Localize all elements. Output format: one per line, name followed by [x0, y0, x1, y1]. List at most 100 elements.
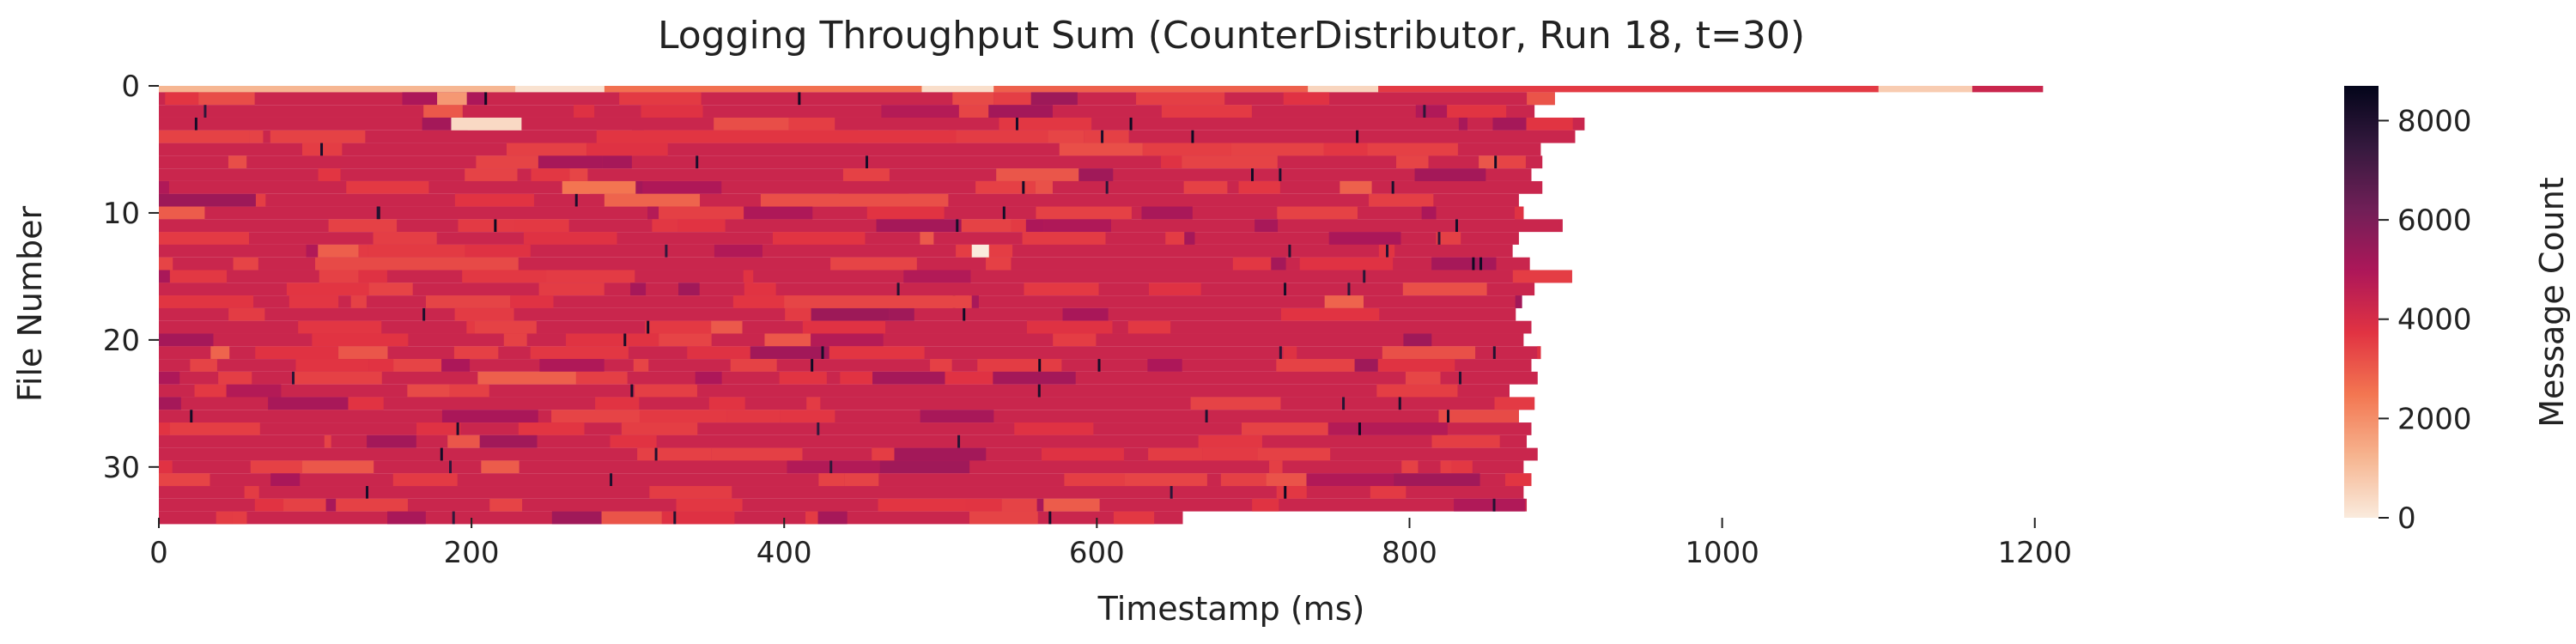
heatmap-cell [423, 105, 463, 118]
x-tick-label: 800 [1382, 536, 1437, 570]
heatmap-cell [1398, 397, 1401, 410]
heatmap-cell [289, 295, 339, 308]
heatmap-cell [514, 219, 569, 233]
heatmap-cell [1472, 257, 1475, 270]
heatmap-cell [1064, 473, 1125, 487]
y-axis-title: File Number [11, 205, 49, 402]
heatmap-cell [298, 320, 382, 334]
heatmap-cell [779, 371, 827, 385]
heatmap-cell [787, 460, 880, 474]
heatmap-cell [1391, 180, 1394, 194]
heatmap-cell [969, 295, 979, 308]
heatmap-cell [465, 244, 531, 258]
heatmap-cell [169, 270, 228, 283]
heatmap-cell [750, 346, 829, 360]
heatmap-row [159, 498, 1528, 512]
heatmap-cell [566, 333, 659, 347]
heatmap-cell [466, 320, 475, 334]
heatmap-cell [785, 307, 811, 321]
heatmap-cell [295, 371, 382, 385]
y-tick-label: 10 [103, 197, 140, 231]
heatmap-cell [711, 447, 803, 461]
heatmap-cell [805, 511, 818, 525]
heatmap-cell [811, 359, 814, 372]
heatmap-cell [159, 410, 1519, 423]
heatmap-cell [652, 219, 678, 233]
heatmap-cell [999, 117, 1092, 131]
heatmap-cell [336, 498, 408, 512]
x-tick-label: 1000 [1685, 536, 1759, 570]
heatmap-cell [645, 320, 712, 334]
heatmap-cell [958, 105, 989, 118]
heatmap-cell [1527, 92, 1555, 106]
heatmap-cell [1382, 346, 1476, 360]
heatmap-cell [574, 105, 595, 118]
heatmap-cell [633, 359, 649, 372]
x-tick-label: 0 [149, 536, 168, 570]
heatmap-cell [1127, 320, 1171, 334]
heatmap-cell [1498, 155, 1526, 169]
heatmap-cell [1367, 143, 1458, 156]
heatmap-cell [872, 371, 945, 385]
heatmap-row [159, 117, 1585, 131]
heatmap-cell [518, 422, 585, 435]
y-tick-label: 30 [103, 451, 140, 485]
heatmap-cell [811, 333, 884, 347]
heatmap-row [159, 86, 2044, 93]
heatmap-cell [539, 359, 605, 372]
heatmap-cell [635, 384, 697, 398]
heatmap-cell [531, 168, 570, 181]
heatmap-cell [760, 193, 949, 207]
heatmap-cell [159, 359, 1532, 372]
heatmap-row [159, 155, 1543, 169]
heatmap-cell [993, 92, 1031, 106]
heatmap-cell [1394, 473, 1480, 487]
heatmap-cell [1277, 206, 1358, 220]
heatmap-cell [1479, 257, 1483, 270]
heatmap-cell [1401, 460, 1419, 474]
heatmap-cell [1048, 130, 1084, 143]
heatmap-row [159, 346, 1541, 360]
heatmap-cell [325, 498, 337, 512]
heatmap-cell [1043, 498, 1100, 512]
heatmap-cell [714, 117, 789, 131]
heatmap-cell [621, 422, 698, 435]
heatmap-cell [1492, 117, 1527, 131]
heatmap-cell [1284, 486, 1287, 499]
heatmap-cell [963, 307, 966, 321]
heatmap-cell [829, 460, 833, 474]
colorbar-title: Message Count [2533, 177, 2571, 427]
heatmap-row [159, 434, 1528, 448]
colorbar-ticks: 0 2000 4000 6000 8000 [2379, 104, 2472, 536]
heatmap-cell [920, 410, 994, 423]
heatmap-cell [996, 168, 1079, 181]
heatmap-cell [1165, 232, 1185, 245]
heatmap-row [159, 206, 1524, 220]
heatmap-cell [1414, 168, 1486, 181]
heatmap-cell [1447, 105, 1507, 118]
heatmap-cell [1431, 257, 1497, 270]
heatmap-cell [551, 511, 602, 525]
heatmap-cell [159, 295, 254, 308]
heatmap-cell [159, 422, 1532, 435]
heatmap-cell [1378, 86, 1880, 93]
heatmap-cell [1276, 486, 1307, 499]
x-axis: 0 200 400 600 800 1000 1200 [149, 518, 2072, 570]
heatmap-cell [1512, 270, 1572, 283]
heatmap-row [159, 283, 1535, 296]
heatmap-cell [312, 333, 409, 347]
heatmap-cell [1026, 320, 1113, 334]
heatmap-cell [1124, 473, 1207, 487]
heatmap-cell [1454, 498, 1526, 512]
heatmap-cell [477, 371, 576, 385]
heatmap-row [159, 384, 1510, 398]
colorbar-tick-label: 8000 [2397, 104, 2472, 138]
heatmap-cell [1437, 232, 1441, 245]
heatmap-cell [1347, 283, 1351, 296]
heatmap-cell [1250, 168, 1254, 181]
heatmap-cell [811, 307, 890, 321]
heatmap-cell [1324, 295, 1364, 308]
heatmap-cell [476, 155, 538, 169]
heatmap-cell [1271, 257, 1286, 270]
